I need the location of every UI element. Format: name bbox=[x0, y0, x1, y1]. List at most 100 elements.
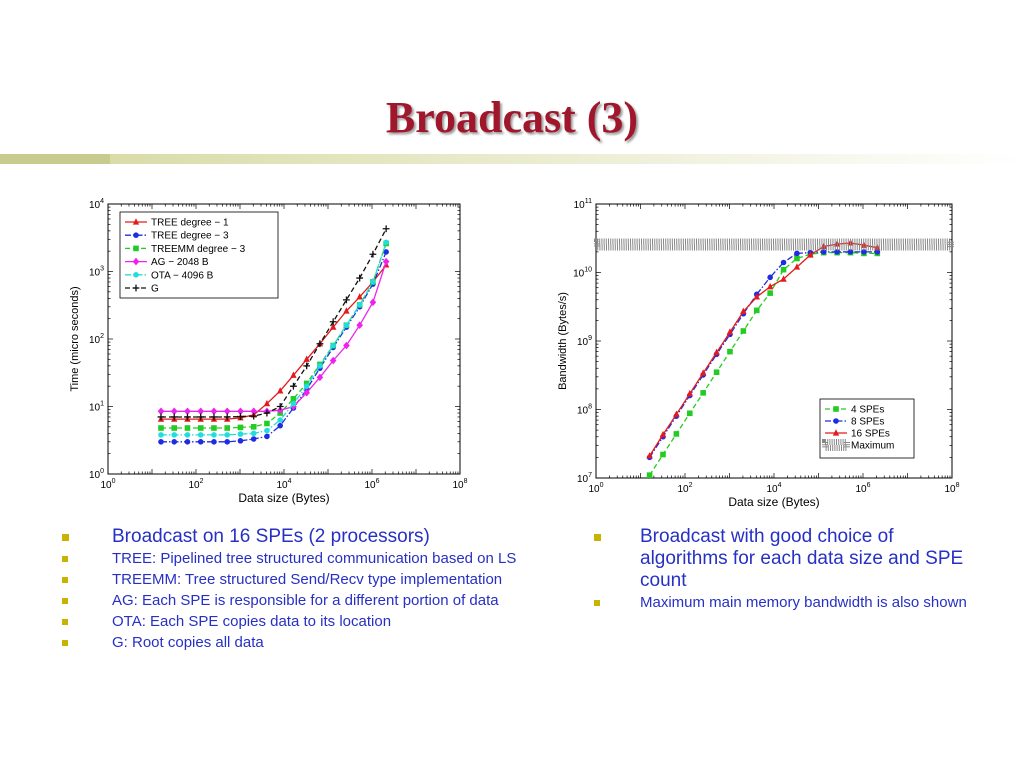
data-point bbox=[184, 432, 191, 438]
x-tick-label: 100 bbox=[588, 482, 603, 495]
bandwidth-chart-svg: 100 102 104 106 108 107 108 109 1010 1011 Data siz… bbox=[557, 198, 960, 509]
legend-label: OTA − 4096 B bbox=[151, 270, 214, 281]
data-point bbox=[197, 407, 205, 416]
data-point bbox=[726, 328, 734, 335]
slide-title: Broadcast (3) bbox=[385, 93, 639, 142]
data-point bbox=[276, 387, 284, 394]
y-tick-label: 100 bbox=[89, 468, 104, 481]
data-point bbox=[224, 432, 231, 438]
data-point bbox=[317, 363, 323, 369]
bullet-marker-icon bbox=[62, 640, 68, 646]
data-point bbox=[727, 348, 733, 355]
data-point bbox=[794, 255, 800, 262]
y-tick-label: 109 bbox=[577, 335, 592, 348]
legend-marker bbox=[132, 284, 140, 292]
series-line bbox=[161, 264, 387, 420]
data-point bbox=[316, 340, 324, 348]
data-point bbox=[197, 432, 204, 438]
time-chart: 100 102 104 106 108 100 101 102 103 104 Data size … bbox=[62, 188, 470, 510]
data-point bbox=[210, 413, 218, 421]
data-point bbox=[356, 321, 363, 330]
data-point bbox=[330, 342, 336, 349]
bullet-marker-icon bbox=[62, 619, 68, 625]
y-tick-label: 104 bbox=[89, 198, 104, 211]
x-tick-label: 108 bbox=[944, 482, 959, 495]
legend-label: TREE degree − 1 bbox=[151, 218, 229, 229]
data-point bbox=[316, 373, 324, 382]
data-point bbox=[290, 382, 297, 390]
y-axis-label: Time (micro seconds) bbox=[69, 286, 81, 391]
data-point bbox=[646, 472, 653, 478]
bullet-item: AG: Each SPE is responsible for a differ… bbox=[62, 592, 562, 610]
legend-marker bbox=[132, 257, 140, 266]
bullet-marker-icon bbox=[594, 534, 601, 541]
right-bullet-list: Broadcast with good choice of algorithms… bbox=[594, 526, 974, 615]
legend-label: 4 SPEs bbox=[851, 405, 884, 416]
data-point bbox=[861, 249, 867, 255]
data-point bbox=[184, 413, 191, 421]
data-point bbox=[370, 279, 376, 285]
data-point bbox=[369, 250, 377, 258]
data-point bbox=[290, 400, 297, 407]
data-point bbox=[223, 413, 231, 421]
bullet-text: TREEMM: Tree structured Send/Recv type i… bbox=[112, 571, 503, 588]
data-point bbox=[223, 407, 231, 416]
x-tick-label: 104 bbox=[276, 478, 291, 491]
data-point bbox=[290, 371, 297, 378]
data-point bbox=[158, 438, 164, 445]
data-point bbox=[780, 275, 787, 282]
data-point bbox=[659, 430, 667, 438]
bullet-text: Broadcast with good choice of algorithms… bbox=[640, 526, 964, 591]
data-point bbox=[740, 307, 747, 315]
data-point bbox=[263, 399, 271, 407]
data-point bbox=[184, 438, 191, 445]
series-line bbox=[161, 243, 387, 429]
x-tick-label: 108 bbox=[452, 478, 467, 491]
x-axis-label: Data size (Bytes) bbox=[238, 491, 329, 505]
data-point bbox=[224, 425, 231, 431]
data-point bbox=[382, 257, 390, 266]
legend-label: Maximum bbox=[851, 441, 894, 452]
data-point bbox=[264, 420, 270, 427]
data-point bbox=[250, 424, 257, 430]
legend: TREE degree − 1 TREE degree − 3 TREEMM deg… bbox=[119, 211, 279, 299]
data-point bbox=[303, 362, 311, 370]
y-tick-label: 1011 bbox=[574, 198, 592, 211]
x-tick-label: 100 bbox=[100, 478, 115, 491]
legend-label: TREE degree − 3 bbox=[151, 231, 229, 242]
bullet-item: TREEMM: Tree structured Send/Recv type i… bbox=[62, 571, 562, 589]
bullet-marker-icon bbox=[62, 577, 68, 583]
x-tick-label: 106 bbox=[364, 478, 379, 491]
series bbox=[594, 238, 954, 251]
data-point bbox=[171, 425, 178, 431]
data-point bbox=[356, 274, 364, 282]
data-point bbox=[686, 389, 693, 397]
data-point bbox=[780, 259, 787, 266]
data-point bbox=[303, 388, 310, 397]
data-point bbox=[263, 409, 271, 417]
data-point bbox=[224, 438, 231, 445]
data-point bbox=[237, 431, 244, 437]
data-point bbox=[343, 322, 350, 329]
data-point bbox=[276, 403, 284, 410]
data-point bbox=[250, 412, 258, 420]
series-line bbox=[161, 228, 387, 418]
data-point bbox=[303, 355, 310, 362]
x-axis-label: Data size (Bytes) bbox=[728, 495, 819, 509]
data-point bbox=[158, 432, 164, 438]
data-point bbox=[197, 413, 205, 421]
data-point bbox=[277, 417, 283, 423]
y-tick-label: 101 bbox=[89, 401, 104, 414]
data-point bbox=[713, 369, 720, 376]
data-point bbox=[753, 307, 760, 314]
bullet-text: OTA: Each SPE copies data to its locatio… bbox=[112, 613, 392, 630]
data-point bbox=[264, 433, 270, 440]
data-point bbox=[250, 407, 257, 416]
bullet-item: G: Root copies all data bbox=[62, 634, 562, 652]
data-point bbox=[197, 438, 204, 445]
legend-marker bbox=[133, 272, 139, 278]
bullet-text: Broadcast on 16 SPEs (2 processors) bbox=[112, 526, 430, 547]
x-tick-label: 102 bbox=[188, 478, 203, 491]
data-point bbox=[277, 422, 283, 429]
data-point bbox=[383, 239, 389, 246]
